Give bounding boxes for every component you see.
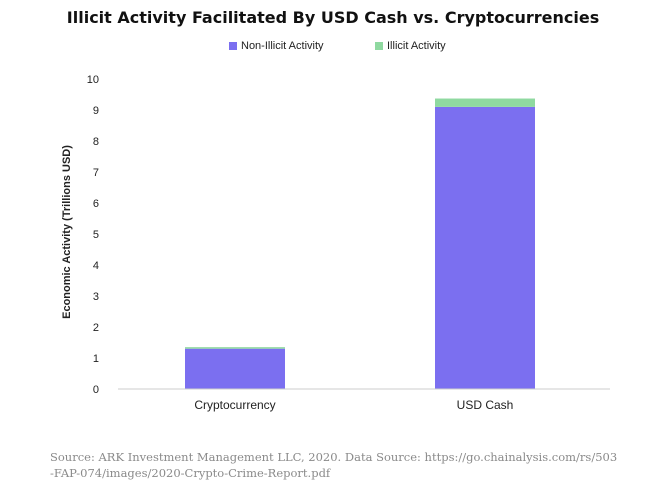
y-tick-label: 0 [93, 384, 99, 396]
y-axis: 0 1 2 3 4 5 6 7 8 9 10 [87, 74, 99, 396]
y-tick-label: 7 [93, 167, 99, 179]
y-tick-label: 3 [93, 291, 99, 303]
y-tick-label: 1 [93, 353, 99, 365]
x-axis: Cryptocurrency USD Cash [194, 398, 513, 412]
source-note: Source: ARK Investment Management LLC, 2… [50, 450, 618, 480]
y-tick-label: 10 [87, 74, 99, 86]
legend-label-illicit: Illicit Activity [387, 40, 446, 52]
legend-item-non-illicit: Non-Illicit Activity [229, 40, 324, 52]
chart-plot: 0 1 2 3 4 5 6 7 8 9 10 Cryptocurrency USD Cash Econ… [61, 74, 610, 412]
bar-non-illicit-usd-cash [435, 106, 535, 390]
legend: Non-Illicit Activity Illicit Activity [0, 40, 666, 54]
y-axis-title: Economic Activity (Trillions USD) [61, 145, 73, 319]
x-category-label: USD Cash [457, 398, 514, 412]
legend-label-non-illicit: Non-Illicit Activity [241, 40, 324, 52]
y-tick-label: 9 [93, 105, 99, 117]
bar-illicit-cryptocurrency [185, 347, 285, 349]
legend-swatch-non-illicit [229, 42, 237, 50]
y-tick-label: 6 [93, 198, 99, 210]
y-tick-label: 2 [93, 322, 99, 334]
bar-non-illicit-cryptocurrency [185, 348, 285, 389]
y-tick-label: 4 [93, 260, 99, 272]
bars [185, 98, 535, 390]
legend-swatch-illicit [375, 42, 383, 50]
y-tick-label: 5 [93, 229, 99, 241]
bar-illicit-usd-cash [435, 98, 535, 107]
y-tick-label: 8 [93, 136, 99, 148]
x-category-label: Cryptocurrency [194, 398, 275, 412]
chart-title: Illicit Activity Facilitated By USD Cash… [66, 8, 600, 27]
legend-item-illicit: Illicit Activity [375, 40, 446, 52]
